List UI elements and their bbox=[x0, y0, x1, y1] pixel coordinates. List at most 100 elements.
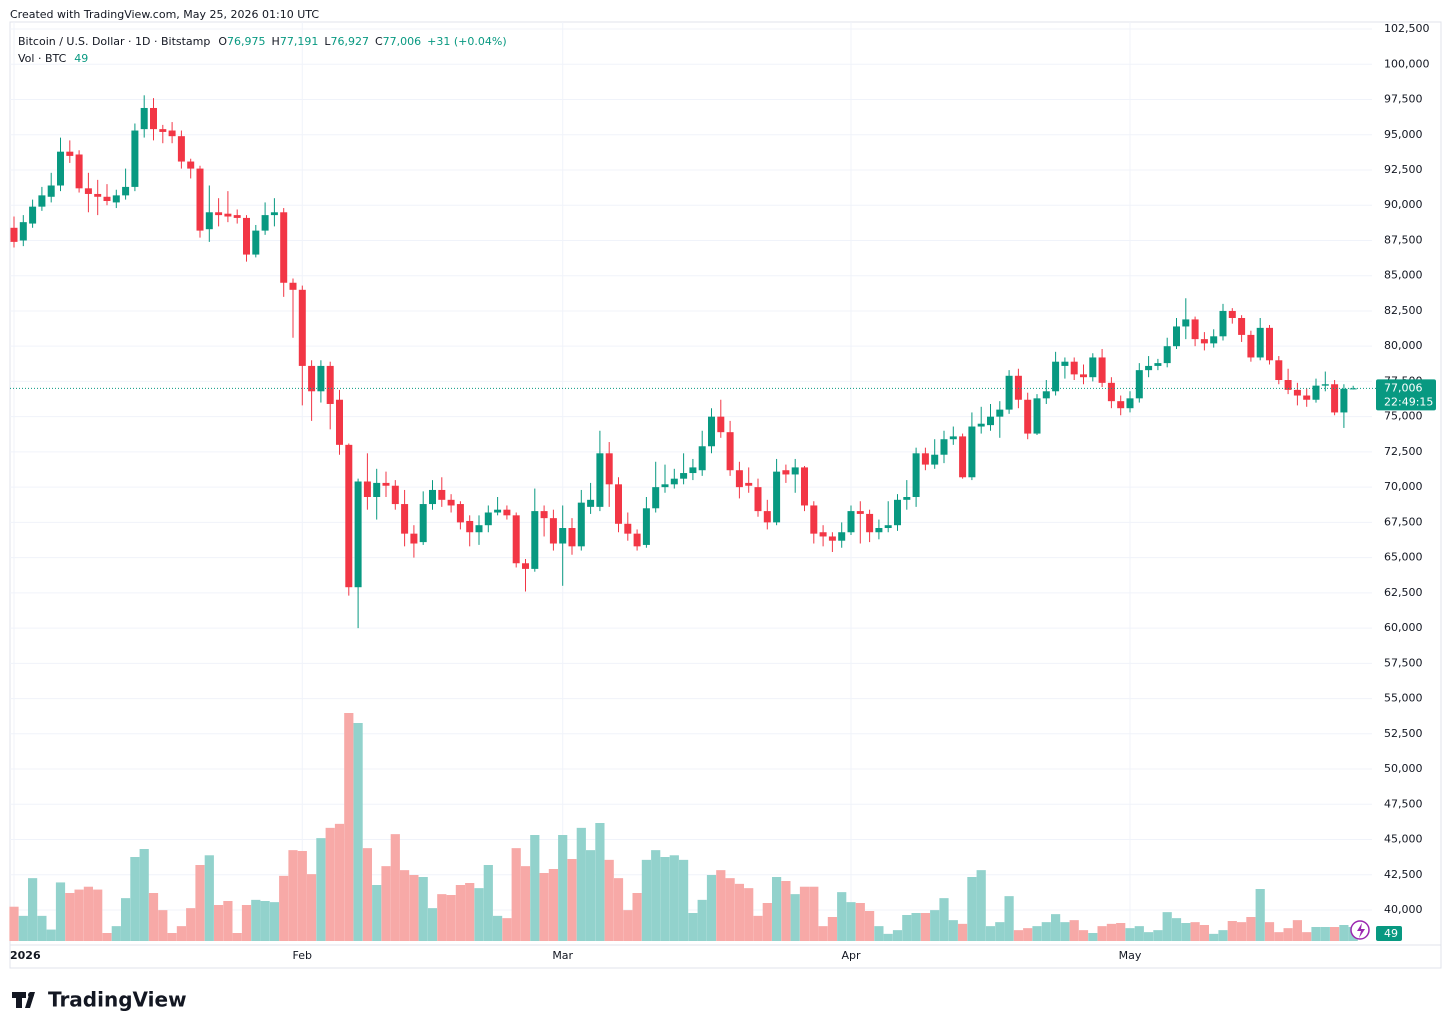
candle-body bbox=[326, 365, 334, 404]
candle-body bbox=[1349, 388, 1357, 390]
candle-body bbox=[605, 453, 613, 485]
volume-bar bbox=[307, 874, 317, 941]
volume-bar bbox=[911, 913, 921, 941]
candle-body bbox=[382, 482, 390, 486]
volume-tag-label: 49 bbox=[1384, 927, 1398, 940]
volume-bar bbox=[818, 926, 828, 941]
volume-bar bbox=[1274, 932, 1284, 941]
volume-bar bbox=[37, 915, 47, 941]
volume-bar bbox=[223, 901, 233, 941]
volume-bar bbox=[297, 851, 307, 941]
candle-body bbox=[549, 518, 557, 544]
change: +31 (+0.04%) bbox=[427, 35, 506, 48]
candle-body bbox=[884, 525, 892, 529]
ohlc-key: O bbox=[218, 35, 227, 48]
brand-logo: TradingView bbox=[12, 988, 187, 1012]
volume-bar bbox=[279, 875, 289, 941]
y-tick-label: 72,500 bbox=[1384, 445, 1423, 458]
candle-body bbox=[466, 520, 474, 533]
volume-bar bbox=[241, 905, 252, 941]
y-tick-label: 67,500 bbox=[1384, 515, 1423, 528]
candle-body bbox=[196, 168, 204, 231]
candle-body bbox=[1321, 384, 1329, 386]
volume-bar bbox=[353, 723, 363, 941]
candle-body bbox=[429, 489, 436, 505]
volume-bar bbox=[427, 908, 438, 941]
volume-bar bbox=[9, 906, 19, 941]
volume-bar bbox=[967, 877, 977, 941]
candle-body bbox=[1331, 384, 1339, 413]
candle-body bbox=[977, 423, 985, 427]
candle-body bbox=[819, 532, 827, 537]
y-tick-label: 50,000 bbox=[1384, 762, 1423, 775]
volume-bar bbox=[1116, 923, 1126, 941]
volume-bar bbox=[1181, 923, 1191, 941]
candle-body bbox=[745, 482, 753, 486]
candle-body bbox=[856, 511, 864, 514]
volume-bar bbox=[539, 873, 549, 941]
volume-bar bbox=[1320, 927, 1330, 941]
y-tick-label: 82,500 bbox=[1384, 304, 1423, 317]
candle-body bbox=[894, 499, 901, 526]
volume-bar bbox=[586, 850, 596, 941]
volume-bar bbox=[846, 902, 856, 941]
volume-bar bbox=[1032, 926, 1042, 941]
grid bbox=[10, 22, 1372, 941]
volume-bar bbox=[939, 898, 949, 941]
candle-body bbox=[1005, 375, 1013, 410]
candle-body bbox=[698, 446, 706, 471]
volume-bar bbox=[827, 917, 837, 941]
candle-body bbox=[1340, 388, 1348, 413]
candle-body bbox=[1126, 398, 1134, 409]
created-header: Created with TradingView.com, May 25, 20… bbox=[10, 8, 319, 21]
candle-body bbox=[968, 426, 976, 478]
candle-body bbox=[1303, 395, 1311, 400]
candles bbox=[10, 95, 1357, 629]
candle-body bbox=[140, 107, 148, 130]
volume-bar bbox=[892, 930, 903, 941]
volume-bar bbox=[55, 882, 66, 941]
volume-bar bbox=[734, 883, 744, 941]
candle-body bbox=[503, 509, 511, 516]
volume-bar bbox=[809, 886, 819, 941]
candle-body bbox=[1014, 375, 1022, 400]
candle-body bbox=[122, 186, 130, 196]
volume-bar bbox=[1246, 917, 1256, 941]
volume-bar bbox=[288, 850, 298, 941]
volume-bar bbox=[1041, 922, 1051, 941]
volume-bar bbox=[465, 883, 475, 941]
volume-bar bbox=[641, 859, 651, 941]
candle-body bbox=[615, 484, 622, 524]
volume-bar bbox=[409, 875, 419, 941]
volume-bar bbox=[260, 901, 270, 941]
candle-body bbox=[875, 528, 883, 533]
x-tick-label: May bbox=[1119, 949, 1142, 962]
volume-bar bbox=[316, 838, 326, 941]
candle-body bbox=[996, 409, 1004, 417]
volume-bar bbox=[753, 915, 763, 941]
chart-frame bbox=[9, 21, 1442, 969]
candle-body bbox=[1191, 319, 1199, 340]
volume-bar bbox=[493, 915, 503, 941]
candle-body bbox=[66, 151, 74, 156]
y-tick-label: 85,000 bbox=[1384, 269, 1423, 282]
ohlc-key: L bbox=[324, 35, 331, 48]
volume-bar bbox=[576, 827, 586, 941]
volume-bar bbox=[762, 903, 772, 941]
candle-body bbox=[735, 470, 743, 488]
candle-body bbox=[652, 487, 660, 509]
price-tag bbox=[1376, 379, 1436, 411]
volume-bar bbox=[548, 869, 558, 941]
price-tag-label: 77,006 bbox=[1384, 381, 1423, 394]
volume-bar bbox=[520, 866, 531, 941]
volume-bar bbox=[1013, 930, 1023, 941]
candle-body bbox=[308, 365, 316, 392]
candle-body bbox=[1163, 346, 1171, 364]
candle-body bbox=[540, 511, 548, 519]
volume-bar bbox=[204, 855, 214, 941]
candle-body bbox=[1173, 326, 1180, 347]
volume-bar bbox=[697, 899, 707, 941]
volume-bar bbox=[1209, 933, 1219, 941]
candle-body bbox=[596, 453, 604, 507]
volume-bar bbox=[1078, 930, 1089, 941]
